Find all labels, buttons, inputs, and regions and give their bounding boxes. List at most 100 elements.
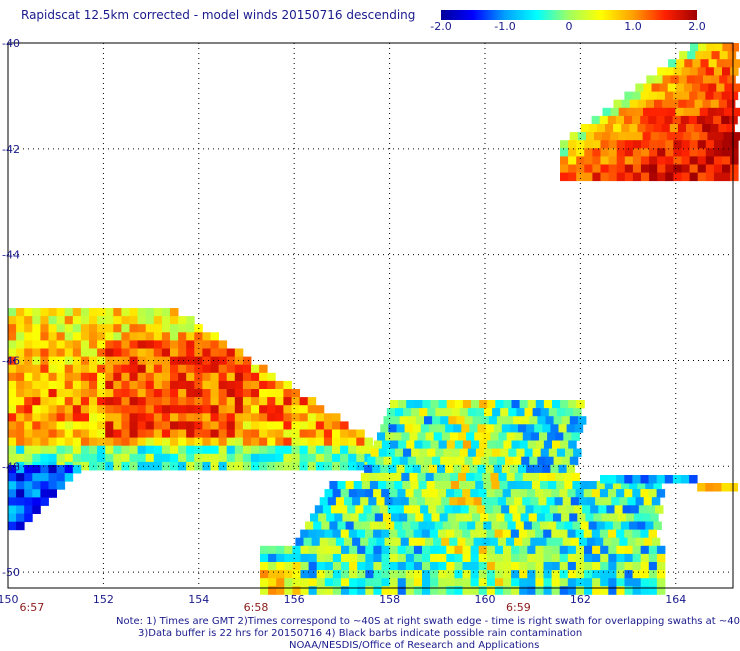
data-cell: [113, 421, 122, 430]
data-cell: [32, 332, 41, 341]
data-cell: [333, 578, 342, 587]
data-cell: [432, 457, 441, 466]
data-cell: [32, 324, 41, 333]
data-cell: [682, 140, 691, 149]
data-cell: [475, 522, 484, 531]
data-cell: [89, 316, 98, 325]
data-cell: [32, 506, 41, 515]
data-cell: [560, 400, 569, 409]
data-cell: [568, 173, 577, 182]
data-cell: [522, 497, 531, 506]
data-cell: [438, 554, 447, 563]
data-cell: [436, 505, 445, 514]
data-cell: [267, 373, 276, 382]
data-cell: [251, 413, 260, 422]
data-cell: [300, 446, 309, 455]
data-cell: [16, 430, 25, 439]
data-cell: [243, 365, 252, 374]
data-cell: [333, 570, 342, 579]
data-cell: [259, 405, 268, 414]
data-cell: [24, 397, 33, 406]
data-cell: [547, 432, 556, 441]
data-cell: [390, 441, 399, 450]
data-cell: [284, 554, 293, 563]
data-cell: [643, 84, 652, 93]
data-cell: [328, 538, 337, 547]
data-cell: [202, 349, 211, 358]
data-cell: [543, 530, 552, 539]
data-cell: [535, 578, 544, 587]
data-cell: [186, 454, 195, 463]
data-cell: [487, 530, 496, 539]
data-cell: [633, 562, 642, 571]
data-cell: [479, 554, 488, 563]
data-cell: [170, 405, 179, 414]
data-cell: [389, 489, 398, 498]
data-cell: [406, 400, 415, 409]
data-cell: [463, 546, 472, 555]
data-cell: [625, 570, 634, 579]
data-cell: [312, 538, 321, 547]
data-cell: [559, 424, 568, 433]
data-cell: [552, 554, 561, 563]
data-cell: [652, 497, 661, 506]
data-cell: [649, 578, 658, 587]
data-cell: [690, 43, 699, 52]
data-cell: [634, 513, 643, 522]
data-cell: [447, 400, 456, 409]
data-cell: [348, 454, 357, 463]
data-cell: [73, 397, 82, 406]
data-cell: [186, 413, 195, 422]
data-cell: [81, 454, 90, 463]
data-cell: [527, 546, 536, 555]
data-cell: [598, 505, 607, 514]
data-cell: [446, 562, 455, 571]
data-cell: [584, 156, 593, 165]
data-cell: [365, 578, 374, 587]
data-cell: [463, 441, 472, 450]
data-cell: [690, 148, 699, 157]
data-cell: [227, 365, 236, 374]
data-cell: [40, 446, 49, 455]
data-cell: [105, 373, 114, 382]
data-cell: [435, 449, 444, 458]
data-cell: [440, 457, 449, 466]
data-cell: [325, 554, 334, 563]
data-cell: [49, 465, 58, 474]
data-cell: [235, 389, 244, 398]
data-cell: [419, 481, 428, 490]
data-cell: [368, 497, 377, 506]
data-cell: [65, 389, 74, 398]
data-cell: [357, 554, 366, 563]
data-cell: [49, 397, 58, 406]
data-cell: [714, 67, 723, 76]
data-cell: [393, 473, 402, 482]
data-cell: [706, 43, 715, 52]
data-cell: [447, 441, 456, 450]
data-cell: [425, 538, 434, 547]
data-cell: [349, 546, 358, 555]
data-cell: [414, 441, 423, 450]
data-cell: [186, 430, 195, 439]
data-cell: [146, 405, 155, 414]
data-cell: [423, 513, 432, 522]
data-cell: [376, 497, 385, 506]
data-cell: [219, 421, 228, 430]
data-cell: [65, 421, 74, 430]
data-cell: [474, 473, 483, 482]
data-cell: [603, 108, 612, 117]
data-cell: [619, 108, 628, 117]
data-cell: [619, 497, 628, 506]
data-cell: [714, 148, 723, 157]
data-cell: [641, 562, 650, 571]
data-cell: [292, 562, 301, 571]
data-cell: [515, 432, 524, 441]
data-cell: [466, 497, 475, 506]
data-cell: [511, 562, 519, 571]
data-cell: [531, 432, 540, 441]
data-cell: [727, 100, 736, 109]
data-cell: [559, 489, 568, 498]
data-cell: [32, 389, 41, 398]
data-cell: [692, 59, 701, 67]
data-cell: [251, 365, 260, 374]
